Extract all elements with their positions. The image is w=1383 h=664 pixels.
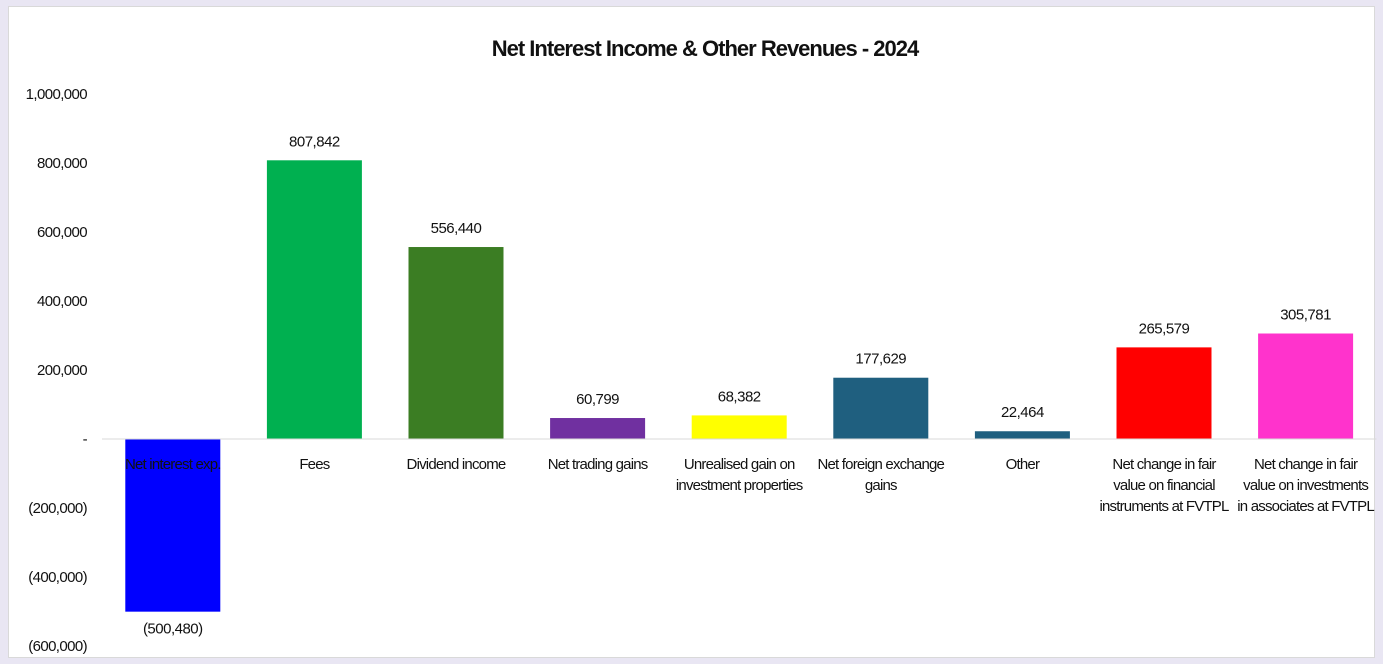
- x-tick-label: Other: [1006, 456, 1040, 473]
- bar: [550, 418, 646, 439]
- x-tick-label: Net interest exp.: [125, 456, 221, 473]
- x-tick-label: Net change in fair value on investments in…: [1237, 456, 1374, 515]
- y-tick-label: 600,000: [37, 224, 87, 241]
- y-tick-label: (600,000): [28, 638, 87, 655]
- x-tick-label: Dividend income: [407, 456, 506, 473]
- y-tick-label: -: [83, 431, 88, 448]
- data-label: 265,579: [1139, 320, 1190, 337]
- x-axis: Net interest exp. Fees Dividend income Net …: [102, 438, 1377, 515]
- y-tick-label: 800,000: [37, 155, 87, 172]
- bar: [833, 377, 929, 439]
- bar: [974, 431, 1070, 439]
- x-tick-label: Net trading gains: [548, 456, 648, 473]
- data-label: 60,799: [576, 391, 619, 408]
- y-tick-label: 400,000: [37, 293, 87, 310]
- bar: [125, 439, 221, 612]
- data-label: 305,781: [1280, 307, 1331, 324]
- y-tick-label: 200,000: [37, 362, 87, 379]
- bar: [1116, 347, 1212, 439]
- data-label: 22,464: [1001, 404, 1044, 421]
- y-tick-label: (400,000): [28, 569, 87, 586]
- x-tick-label: Net change in fair value on financial inst…: [1099, 456, 1229, 515]
- data-label: 807,842: [289, 133, 340, 150]
- chart-frame: [8, 6, 1375, 658]
- bar: [691, 415, 787, 439]
- x-tick-label: Fees: [299, 456, 329, 473]
- bars: [125, 160, 1354, 612]
- y-tick-label: 1,000,000: [26, 86, 88, 103]
- y-axis: 1,000,000 800,000 600,000 400,000 200,000 - (2…: [26, 86, 89, 655]
- y-tick-label: (200,000): [28, 500, 87, 517]
- bar: [266, 160, 362, 440]
- data-label: 556,440: [431, 220, 482, 237]
- x-tick-label: Net foreign exchange gains: [817, 456, 944, 494]
- bar: [408, 247, 504, 439]
- data-label: (500,480): [143, 621, 203, 638]
- x-tick-label: Unrealised gain on investment properties: [676, 456, 803, 494]
- bar: [1258, 333, 1354, 439]
- data-label: 177,629: [855, 351, 906, 368]
- chart-title: Net Interest Income & Other Revenues - 2…: [492, 36, 920, 61]
- data-labels: (500,480) 807,842 556,440 60,799 68,382 177,6…: [143, 133, 1332, 638]
- data-label: 68,382: [718, 388, 761, 405]
